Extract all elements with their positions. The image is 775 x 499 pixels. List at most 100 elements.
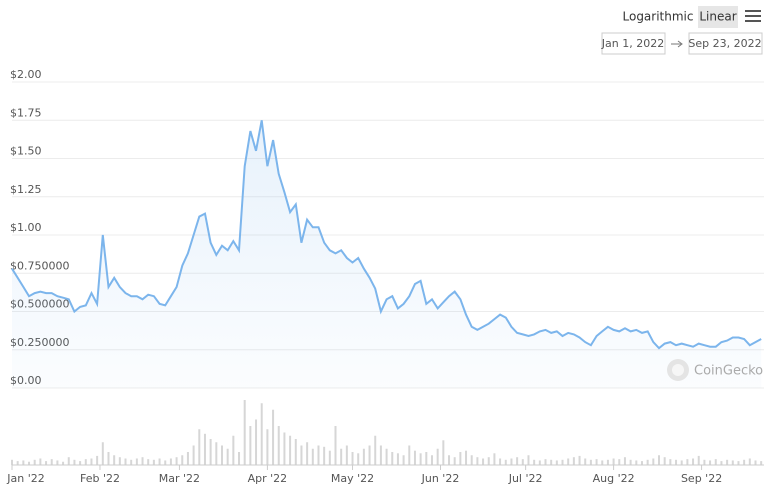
- volume-bar: [107, 452, 110, 465]
- volume-bar: [340, 448, 343, 465]
- volume-bar: [419, 453, 422, 465]
- volume-bar: [584, 458, 587, 465]
- volume-bar: [141, 457, 144, 465]
- volume-bar: [45, 461, 48, 465]
- volume-bar: [686, 459, 689, 465]
- volume-bar: [589, 459, 592, 465]
- volume-bar: [311, 448, 314, 465]
- volume-bar: [169, 458, 172, 465]
- volume-bar: [697, 455, 700, 465]
- volume-bar: [152, 459, 155, 465]
- volume-bar: [499, 458, 502, 465]
- volume-bar: [606, 459, 609, 465]
- volume-bar: [640, 461, 643, 465]
- y-tick-label: $1.00: [10, 221, 42, 234]
- volume-bar: [289, 435, 292, 465]
- y-tick-label: $1.75: [10, 106, 42, 119]
- volume-bar: [272, 409, 275, 465]
- volume-bar: [720, 461, 723, 465]
- volume-bar: [482, 458, 485, 465]
- volume-bar: [448, 455, 451, 465]
- volume-bar: [516, 457, 519, 465]
- date-to: Sep 23, 2022: [688, 37, 761, 50]
- volume-bar: [533, 459, 536, 465]
- volume-bar: [652, 458, 655, 465]
- volume-bar: [413, 450, 416, 465]
- y-tick-label: $1.50: [10, 145, 42, 158]
- volume-bar: [635, 460, 638, 465]
- volume-bar: [436, 448, 439, 465]
- volume-bar: [130, 459, 133, 465]
- volume-bar: [158, 458, 161, 465]
- volume-bar: [430, 455, 433, 465]
- volume-bar: [527, 455, 530, 465]
- volume-bar: [362, 448, 365, 465]
- y-tick-label: $0.750000: [10, 259, 70, 272]
- volume-bar: [425, 452, 428, 465]
- volume-bar: [521, 459, 524, 465]
- scale-button[interactable]: [698, 6, 738, 28]
- volume-bar: [113, 455, 116, 465]
- volume-bar: [595, 459, 598, 465]
- volume-bar: [294, 439, 297, 465]
- volume-bar: [550, 459, 553, 465]
- volume-bar: [731, 460, 734, 465]
- volume-bar: [618, 459, 621, 465]
- scale-button[interactable]: [620, 6, 696, 28]
- volume-bar: [101, 442, 104, 465]
- volume-bar: [198, 429, 201, 465]
- menu-icon[interactable]: [745, 10, 761, 22]
- volume-bar: [124, 458, 127, 465]
- x-tick-label: Sep '22: [681, 472, 722, 485]
- volume-bar: [147, 459, 150, 465]
- volume-bar: [675, 459, 678, 465]
- volume-bar: [56, 460, 59, 465]
- volume-bar: [277, 426, 280, 465]
- volume-bar: [266, 429, 269, 465]
- volume-bar: [402, 455, 405, 465]
- volume-bar: [175, 457, 178, 465]
- volume-bar: [555, 460, 558, 465]
- volume-bar: [544, 459, 547, 465]
- volume-bar: [260, 403, 263, 465]
- volume-bar: [578, 455, 581, 465]
- volume-bar: [646, 459, 649, 465]
- price-area: [12, 120, 762, 389]
- volume-bar: [11, 459, 13, 465]
- volume-bar: [760, 461, 763, 465]
- volume-bar: [16, 461, 19, 465]
- volume-bar: [396, 453, 399, 465]
- volume-bar: [379, 445, 382, 465]
- volume-bar: [743, 459, 746, 465]
- volume-bar: [658, 455, 661, 465]
- arrow-head: [677, 40, 683, 48]
- x-tick-label: Jan '22: [6, 472, 44, 485]
- date-input[interactable]: [688, 32, 763, 55]
- volume-bar: [623, 457, 626, 465]
- volume-bar: [612, 458, 615, 465]
- volume-bar: [73, 459, 76, 465]
- volume-bar: [572, 457, 575, 465]
- volume-bar: [709, 460, 712, 465]
- volume-bar: [357, 453, 360, 465]
- date-input[interactable]: [601, 32, 666, 55]
- volume-bar: [538, 460, 541, 465]
- volume-bar: [737, 461, 740, 465]
- volume-bar: [203, 433, 206, 465]
- date-from: Jan 1, 2022: [601, 37, 664, 50]
- volume-bar: [164, 460, 167, 465]
- x-tick-label: Mar '22: [159, 472, 200, 485]
- volume-bar: [703, 459, 706, 465]
- price-line: [11, 120, 762, 350]
- scale-label: Linear: [699, 10, 736, 24]
- volume-bar: [62, 461, 65, 465]
- volume-bar: [328, 450, 331, 465]
- volume-bar: [96, 455, 99, 465]
- volume-bar: [663, 457, 666, 465]
- volume-bar: [220, 445, 223, 465]
- volume-bar: [669, 459, 672, 465]
- y-tick-label: $1.25: [10, 183, 42, 196]
- volume-bar: [345, 445, 348, 465]
- volume-bar: [368, 445, 371, 465]
